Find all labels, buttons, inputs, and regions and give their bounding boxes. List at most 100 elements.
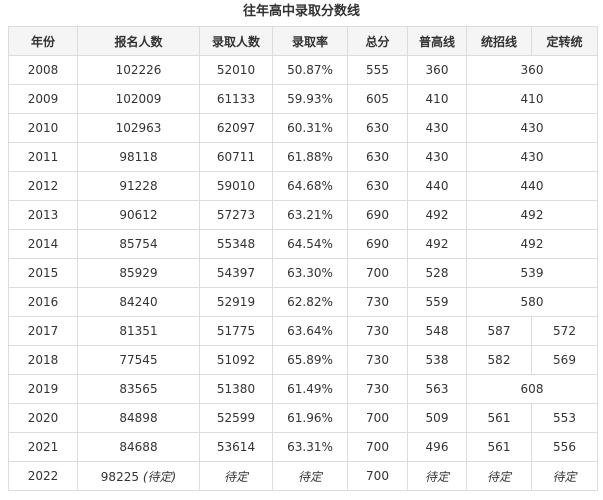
table-cell: 700: [347, 461, 408, 491]
table-cell: 2009: [8, 84, 78, 114]
table-cell: 2016: [8, 287, 78, 317]
table-cell: 60711: [199, 142, 273, 172]
table-cell: 待定: [407, 461, 467, 491]
table-row: 2019 83565 51380 61.49% 730 563 608: [8, 374, 598, 404]
table-cell: 630: [347, 171, 408, 201]
table-cell: 605: [347, 84, 408, 114]
table-cell: 57273: [199, 200, 273, 230]
table-cell: 430: [407, 142, 467, 172]
table-cell: 555: [347, 55, 408, 85]
table-cell: 360: [466, 55, 598, 85]
header-cell: 录取率: [272, 26, 348, 56]
table-cell: 430: [407, 113, 467, 143]
table-cell: 2015: [8, 258, 78, 288]
table-row: 2013 90612 57273 63.21% 690 492 492: [8, 200, 598, 230]
table-cell: 52919: [199, 287, 273, 317]
table-row: 2017 81351 51775 63.64% 730 548 587 572: [8, 316, 598, 346]
table-cell: 539: [466, 258, 598, 288]
table-cell: 2022: [8, 461, 78, 491]
table-cell: 2019: [8, 374, 78, 404]
table-cell: 63.64%: [272, 316, 348, 346]
header-cell: 统招线: [466, 26, 532, 56]
table-row: 2015 85929 54397 63.30% 700 528 539: [8, 258, 598, 288]
table-cell: 410: [466, 84, 598, 114]
table-cell: 630: [347, 113, 408, 143]
table-cell: 2012: [8, 171, 78, 201]
table-cell: 2013: [8, 200, 78, 230]
table-row: 2010 102963 62097 60.31% 630 430 430: [8, 113, 598, 143]
table-cell: 690: [347, 200, 408, 230]
table-cell: 730: [347, 374, 408, 404]
table-cell: 509: [407, 403, 467, 433]
table-cell: 430: [466, 113, 598, 143]
table-row: 2022 98225 (待定) 待定 待定 700 待定 待定 待定: [8, 461, 598, 491]
table-cell: 569: [531, 345, 598, 375]
table-cell: 62097: [199, 113, 273, 143]
table-cell: 59010: [199, 171, 273, 201]
table-cell: 572: [531, 316, 598, 346]
table-row: 2014 85754 55348 64.54% 690 492 492: [8, 229, 598, 259]
table-cell: 496: [407, 432, 467, 462]
table-cell: 2020: [8, 403, 78, 433]
header-cell: 录取人数: [199, 26, 273, 56]
header-cell: 总分: [347, 26, 408, 56]
table-cell: 2017: [8, 316, 78, 346]
table-row: 2009 102009 61133 59.93% 605 410 410: [8, 84, 598, 114]
table-cell: 63.21%: [272, 200, 348, 230]
header-row: 年份 报名人数 录取人数 录取率 总分 普高线 统招线 定转统: [8, 26, 598, 56]
table-cell: 553: [531, 403, 598, 433]
table-cell: 440: [466, 171, 598, 201]
table-cell: 360: [407, 55, 467, 85]
table-cell: 53614: [199, 432, 273, 462]
table-cell: 85754: [77, 229, 200, 259]
cell-note: (待定): [142, 469, 177, 484]
table-cell: 492: [407, 229, 467, 259]
table-cell: 61.49%: [272, 374, 348, 404]
table-cell: 50.87%: [272, 55, 348, 85]
table-cell: 102226: [77, 55, 200, 85]
table-cell: 98225 (待定): [77, 461, 200, 491]
table-row: 2020 84898 52599 61.96% 700 509 561 553: [8, 403, 598, 433]
header-cell: 年份: [8, 26, 78, 56]
table-cell: 51775: [199, 316, 273, 346]
table-cell: 548: [407, 316, 467, 346]
table-cell: 538: [407, 345, 467, 375]
table-cell: 84240: [77, 287, 200, 317]
table-cell: 90612: [77, 200, 200, 230]
table-cell: 91228: [77, 171, 200, 201]
table-cell: 2021: [8, 432, 78, 462]
table-cell: 待定: [531, 461, 598, 491]
table-cell: 60.31%: [272, 113, 348, 143]
table-cell: 102009: [77, 84, 200, 114]
cell-value: 98225: [100, 469, 139, 484]
table-cell: 77545: [77, 345, 200, 375]
table-cell: 52599: [199, 403, 273, 433]
table-cell: 61.96%: [272, 403, 348, 433]
table-row: 2012 91228 59010 64.68% 630 440 440: [8, 171, 598, 201]
table-cell: 730: [347, 287, 408, 317]
table-cell: 559: [407, 287, 467, 317]
table-cell: 492: [407, 200, 467, 230]
table-cell: 492: [466, 229, 598, 259]
table-cell: 700: [347, 403, 408, 433]
table-row: 2021 84688 53614 63.31% 700 496 561 556: [8, 432, 598, 462]
table-cell: 440: [407, 171, 467, 201]
table-cell: 561: [466, 432, 532, 462]
table-row: 2018 77545 51092 65.89% 730 538 582 569: [8, 345, 598, 375]
table-cell: 52010: [199, 55, 273, 85]
table-cell: 587: [466, 316, 532, 346]
table-cell: 85929: [77, 258, 200, 288]
table-cell: 580: [466, 287, 598, 317]
table-cell: 2011: [8, 142, 78, 172]
table-cell: 98118: [77, 142, 200, 172]
table-cell: 51380: [199, 374, 273, 404]
table-cell: 64.68%: [272, 171, 348, 201]
table-cell: 563: [407, 374, 467, 404]
table-cell: 81351: [77, 316, 200, 346]
table-cell: 64.54%: [272, 229, 348, 259]
table-cell: 630: [347, 142, 408, 172]
table-cell: 582: [466, 345, 532, 375]
table-cell: 63.30%: [272, 258, 348, 288]
table-cell: 62.82%: [272, 287, 348, 317]
